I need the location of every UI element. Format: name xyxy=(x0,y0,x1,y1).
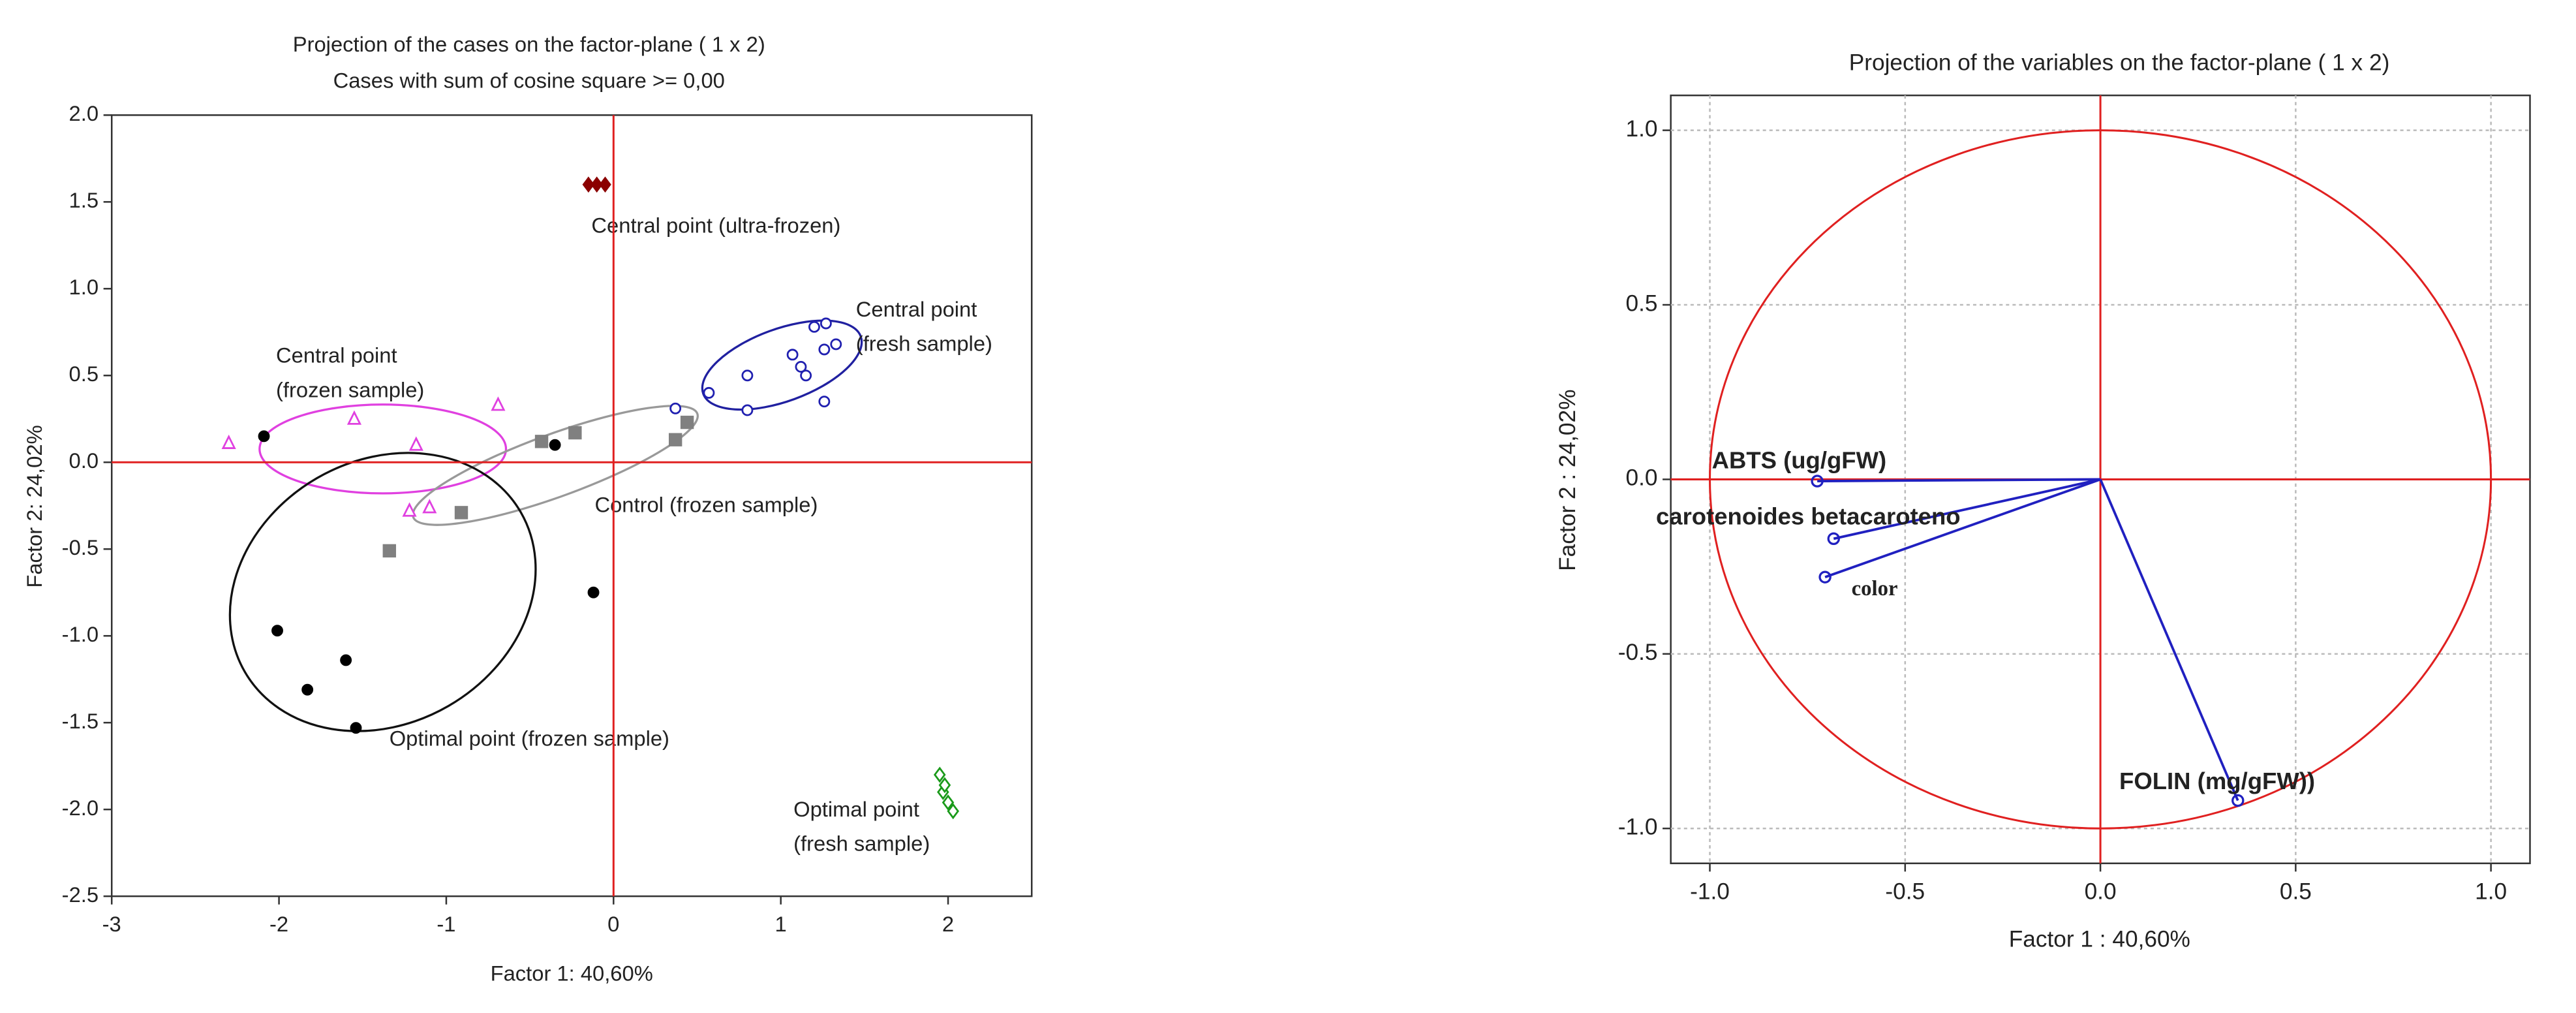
point xyxy=(703,386,715,399)
point xyxy=(258,430,270,443)
point xyxy=(938,777,951,794)
x-axis-label: Factor 1 : 40,60% xyxy=(2009,926,2190,952)
annotation: Optimal point (frozen sample) xyxy=(390,726,669,750)
y-tick-label: 0.5 xyxy=(1626,290,1658,316)
point xyxy=(599,176,611,193)
point xyxy=(800,369,812,382)
y-tick-label: 0.0 xyxy=(69,448,99,473)
point xyxy=(680,415,694,429)
point xyxy=(668,433,682,446)
annotation: (fresh sample) xyxy=(793,832,930,856)
group-ellipse xyxy=(258,403,508,495)
vector-end xyxy=(1818,570,1832,584)
point xyxy=(549,439,561,451)
x-tick-label: -1 xyxy=(437,912,455,936)
point xyxy=(942,794,955,811)
group-ellipse xyxy=(228,452,537,732)
x-tick-label: 0.0 xyxy=(2085,879,2117,904)
y-tick-label: -2.0 xyxy=(62,796,99,820)
annotation: (fresh sample) xyxy=(856,332,992,356)
point xyxy=(454,506,468,520)
point xyxy=(786,349,799,361)
chart-subtitle: Cases with sum of cosine square >= 0,00 xyxy=(333,69,725,93)
plot-frame xyxy=(110,114,1033,897)
x-axis-label: Factor 1: 40,60% xyxy=(491,961,653,986)
point xyxy=(382,544,396,558)
annotation: Optimal point xyxy=(793,797,919,821)
point xyxy=(587,586,600,599)
annotation: Control (frozen sample) xyxy=(594,493,818,517)
point xyxy=(402,502,417,517)
annotation: (frozen sample) xyxy=(276,377,424,401)
point xyxy=(534,435,549,448)
point xyxy=(795,361,807,373)
y-tick-label: -1.0 xyxy=(62,622,99,646)
x-tick-label: -2 xyxy=(269,912,288,936)
y-tick-label: -2.5 xyxy=(62,882,99,907)
point xyxy=(301,683,314,696)
vector xyxy=(1833,478,2101,540)
point xyxy=(741,404,754,416)
vector-label: FOLIN (mg/gFW)) xyxy=(2119,768,2315,794)
x-tick-label: 1.0 xyxy=(2475,879,2507,904)
point xyxy=(590,176,603,193)
point xyxy=(568,426,582,440)
point xyxy=(818,396,831,408)
y-tick-label: 0.0 xyxy=(1626,465,1658,491)
y-tick-label: -0.5 xyxy=(1618,640,1658,665)
annotation: Central point (ultra-frozen) xyxy=(591,213,840,237)
vector-end xyxy=(2231,794,2245,807)
y-axis-label: Factor 2: 24,02% xyxy=(22,425,46,587)
y-tick-label: -0.5 xyxy=(62,535,99,559)
x-tick-label: 1 xyxy=(775,912,787,936)
point xyxy=(820,317,832,330)
y-tick-label: 1.0 xyxy=(69,275,99,299)
x-tick-label: 0.5 xyxy=(2280,879,2312,904)
point xyxy=(346,410,361,425)
vector-label: carotenoides betacaroteno xyxy=(1656,503,1961,529)
vector xyxy=(1817,478,2101,482)
point xyxy=(933,766,946,783)
point xyxy=(830,338,842,351)
y-tick-label: 2.0 xyxy=(69,101,99,125)
chart-title: Projection of the cases on the factor-pl… xyxy=(293,32,765,56)
point xyxy=(808,320,820,333)
vector xyxy=(2099,478,2239,802)
y-tick-label: -1.5 xyxy=(62,709,99,733)
x-tick-label: -3 xyxy=(102,912,121,936)
annotation: Central point xyxy=(276,343,397,367)
x-tick-label: -0.5 xyxy=(1885,879,1925,904)
point xyxy=(340,654,352,666)
x-tick-label: -1.0 xyxy=(1690,879,1730,904)
point xyxy=(408,436,423,451)
vector-label: color xyxy=(1852,577,1898,600)
point xyxy=(350,722,362,734)
y-axis-label: Factor 2 : 24,02% xyxy=(1555,390,1580,571)
y-tick-label: 1.0 xyxy=(1626,116,1658,142)
point xyxy=(582,176,595,193)
vector xyxy=(1824,478,2101,578)
y-tick-label: 1.5 xyxy=(69,188,99,212)
x-tick-label: 0 xyxy=(607,912,619,936)
annotation: Central point xyxy=(856,297,977,321)
vector-label: ABTS (ug/gFW) xyxy=(1712,447,1887,474)
unit-circle xyxy=(1709,129,2492,830)
chart-title: Projection of the variables on the facto… xyxy=(1849,50,2390,76)
y-tick-label: 0.5 xyxy=(69,362,99,386)
point xyxy=(947,803,960,820)
point xyxy=(669,402,682,414)
point xyxy=(491,396,506,411)
x-tick-label: 2 xyxy=(942,912,954,936)
point xyxy=(741,369,754,382)
point xyxy=(818,343,831,356)
point xyxy=(422,499,437,514)
vector-end xyxy=(1811,475,1824,488)
point xyxy=(271,625,283,637)
vector-end xyxy=(1827,532,1840,546)
point xyxy=(221,434,236,449)
y-tick-label: -1.0 xyxy=(1618,815,1658,840)
